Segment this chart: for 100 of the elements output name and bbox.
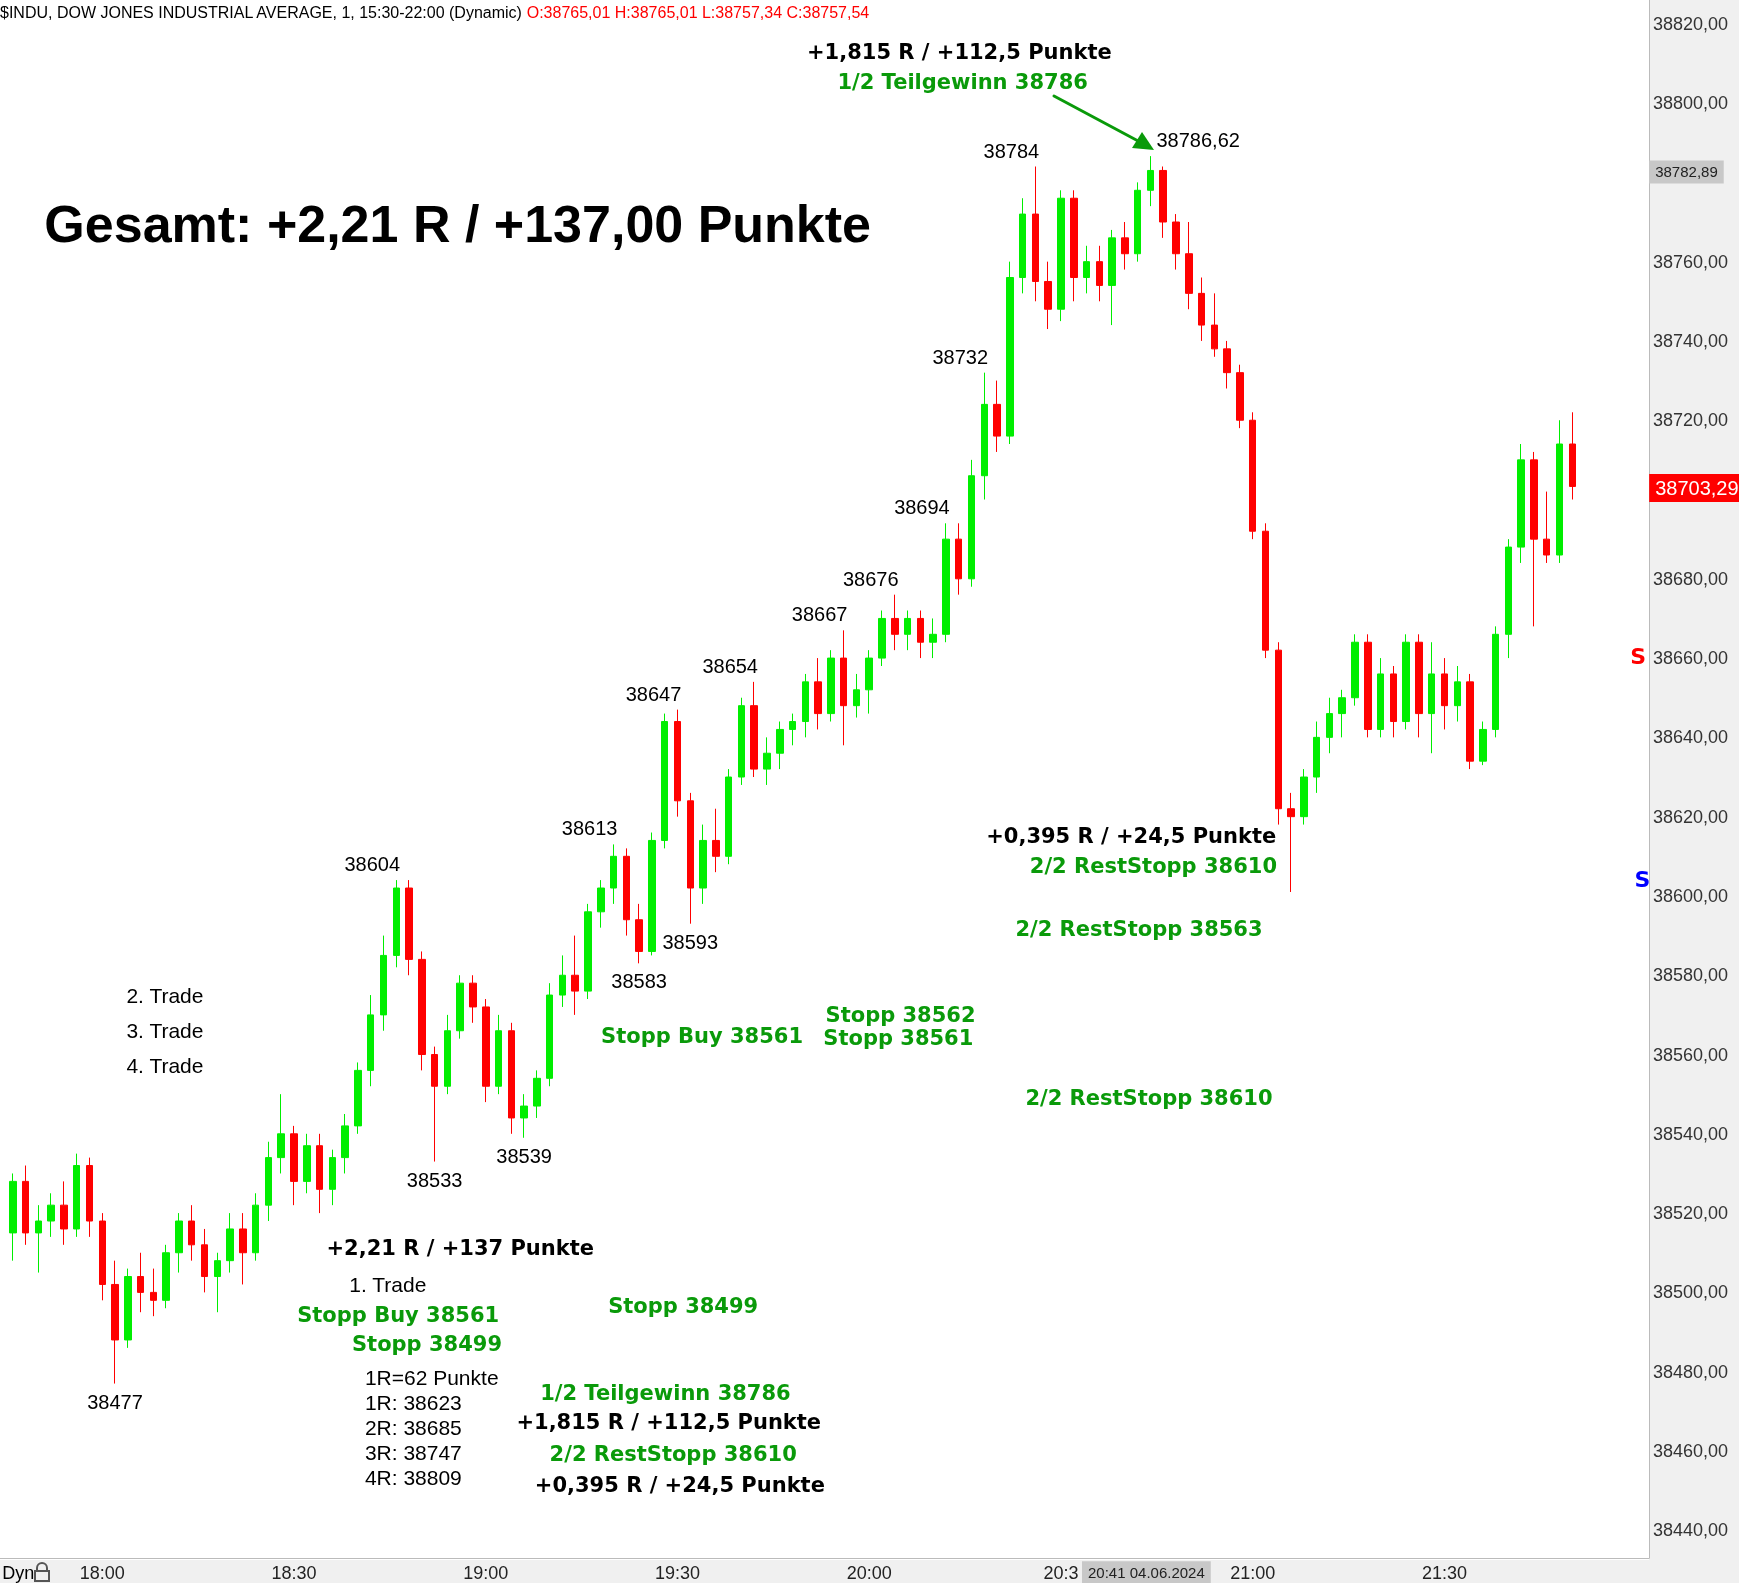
candlestick: [35, 1204, 42, 1274]
candlestick: [981, 372, 988, 501]
candlestick: [929, 617, 937, 659]
candlestick: [1236, 364, 1244, 429]
annotation: 38593: [662, 930, 719, 953]
candlestick: [1530, 451, 1538, 627]
annotation: 38583: [611, 970, 667, 993]
candlestick: [635, 903, 643, 964]
annotation: +0,395 R / +24,5 Punkte: [534, 1473, 825, 1498]
candlestick: [674, 709, 681, 818]
candlestick: [1492, 625, 1499, 738]
candlestick: [111, 1260, 119, 1385]
x-tick-label: 21:30: [1421, 1563, 1467, 1583]
candlestick: [1057, 189, 1065, 322]
annotation: 2/2 RestStopp 38610: [1029, 854, 1278, 879]
annotation: Stopp 38499: [608, 1294, 759, 1319]
y-tick-label: 38680,00: [1653, 568, 1729, 589]
candlestick: [942, 522, 950, 643]
candlestick: [1121, 221, 1129, 271]
candlestick: [214, 1252, 221, 1313]
candlestick: [47, 1192, 55, 1238]
candlestick: [1211, 292, 1218, 358]
candlestick: [60, 1180, 68, 1246]
candlestick: [546, 982, 553, 1087]
candlestick: [175, 1212, 183, 1274]
annotation: 1. Trade: [349, 1272, 427, 1296]
candlestick: [444, 1014, 451, 1095]
candlestick: [188, 1204, 195, 1262]
annotation: Stopp 38561: [823, 1026, 974, 1051]
candlestick: [1402, 633, 1410, 730]
candlestick: [1019, 197, 1026, 294]
candlestick: [405, 879, 413, 976]
candlestick: [1185, 221, 1193, 310]
candlestick: [99, 1212, 106, 1301]
annotation: 2. Trade: [126, 984, 204, 1008]
text: 38703,29: [1655, 476, 1739, 499]
candlestick: [738, 697, 745, 786]
candlestick: [1454, 665, 1461, 723]
candlestick: [814, 657, 822, 730]
candlestick: [853, 673, 860, 719]
text: Dyn: [2, 1562, 35, 1583]
candlestick: [802, 673, 809, 738]
candlestick: [827, 649, 835, 723]
annotation: 38694: [894, 496, 950, 519]
candlestick: [1172, 213, 1180, 271]
x-tick-label: 19:30: [654, 1563, 701, 1583]
y-tick-label: 38800,00: [1653, 93, 1729, 114]
y-tick-label: 38460,00: [1653, 1440, 1729, 1461]
candlestick: [1083, 245, 1090, 294]
candlestick: [993, 380, 1001, 453]
candlestick: [571, 935, 579, 1016]
annotation: 38604: [344, 853, 401, 876]
candlestick: [1390, 665, 1397, 738]
candlestick: [750, 681, 758, 778]
chart-title: $INDU, DOW JONES INDUSTRIAL AVERAGE, 1, 15:30-22:00 (Dynamic): [0, 3, 522, 21]
candlestick: [303, 1133, 311, 1194]
text: 20:41 04.06.2024: [1088, 1564, 1205, 1582]
candlestick: [1377, 657, 1384, 738]
candlestick: [1479, 721, 1487, 766]
chart-subtitle: O:38765,01 H:38765,01 L:38757,34 C:38757,54: [526, 3, 870, 21]
candlestick: [341, 1113, 349, 1174]
candlestick: [1441, 657, 1448, 730]
candlestick: [1249, 411, 1256, 540]
candlestick: [584, 903, 592, 1000]
annotation: 1R=62 Punkte: [364, 1365, 499, 1389]
annotation: 4R: 38809: [364, 1465, 462, 1489]
candlestick: [1006, 261, 1014, 445]
candlestick: [290, 1125, 298, 1206]
candlestick: [265, 1141, 272, 1222]
candlestick: [1108, 229, 1116, 326]
candlestick: [1275, 641, 1282, 826]
candlestick: [162, 1244, 170, 1309]
candlestick: [482, 998, 490, 1103]
annotation: 1R: 38623: [364, 1391, 462, 1415]
x-tick-label: 18:30: [271, 1563, 317, 1583]
annotation: 38786,62: [1156, 129, 1240, 152]
x-tick-label: 20:00: [846, 1563, 892, 1583]
candlestick: [610, 843, 617, 905]
candlestick: [648, 832, 656, 956]
annotation: S: [1630, 644, 1647, 670]
y-tick-label: 38660,00: [1653, 648, 1729, 669]
candlestick: [878, 610, 886, 667]
candlestick: [22, 1165, 29, 1246]
candlestick: [1543, 491, 1550, 564]
candlestick: [1466, 673, 1474, 770]
candlestick: [277, 1093, 285, 1174]
x-tick-label: 20:3: [1043, 1563, 1079, 1583]
candlestick: [86, 1157, 93, 1238]
annotation: 2R: 38685: [364, 1415, 462, 1439]
annotation: 38533: [406, 1168, 463, 1191]
candlestick: [955, 522, 962, 596]
candlestick: [520, 1093, 528, 1139]
annotation: 4. Trade: [126, 1054, 204, 1078]
annotation: 2/2 RestStopp 38563: [1015, 917, 1263, 942]
x-tick-label: 18:00: [79, 1563, 125, 1583]
annotation: 38613: [561, 817, 618, 840]
y-tick-label: 38820,00: [1653, 13, 1729, 34]
y-tick-label: 38620,00: [1653, 806, 1729, 827]
annotation: 2/2 RestStopp 38610: [1025, 1085, 1273, 1110]
candlestick: [1326, 697, 1333, 754]
